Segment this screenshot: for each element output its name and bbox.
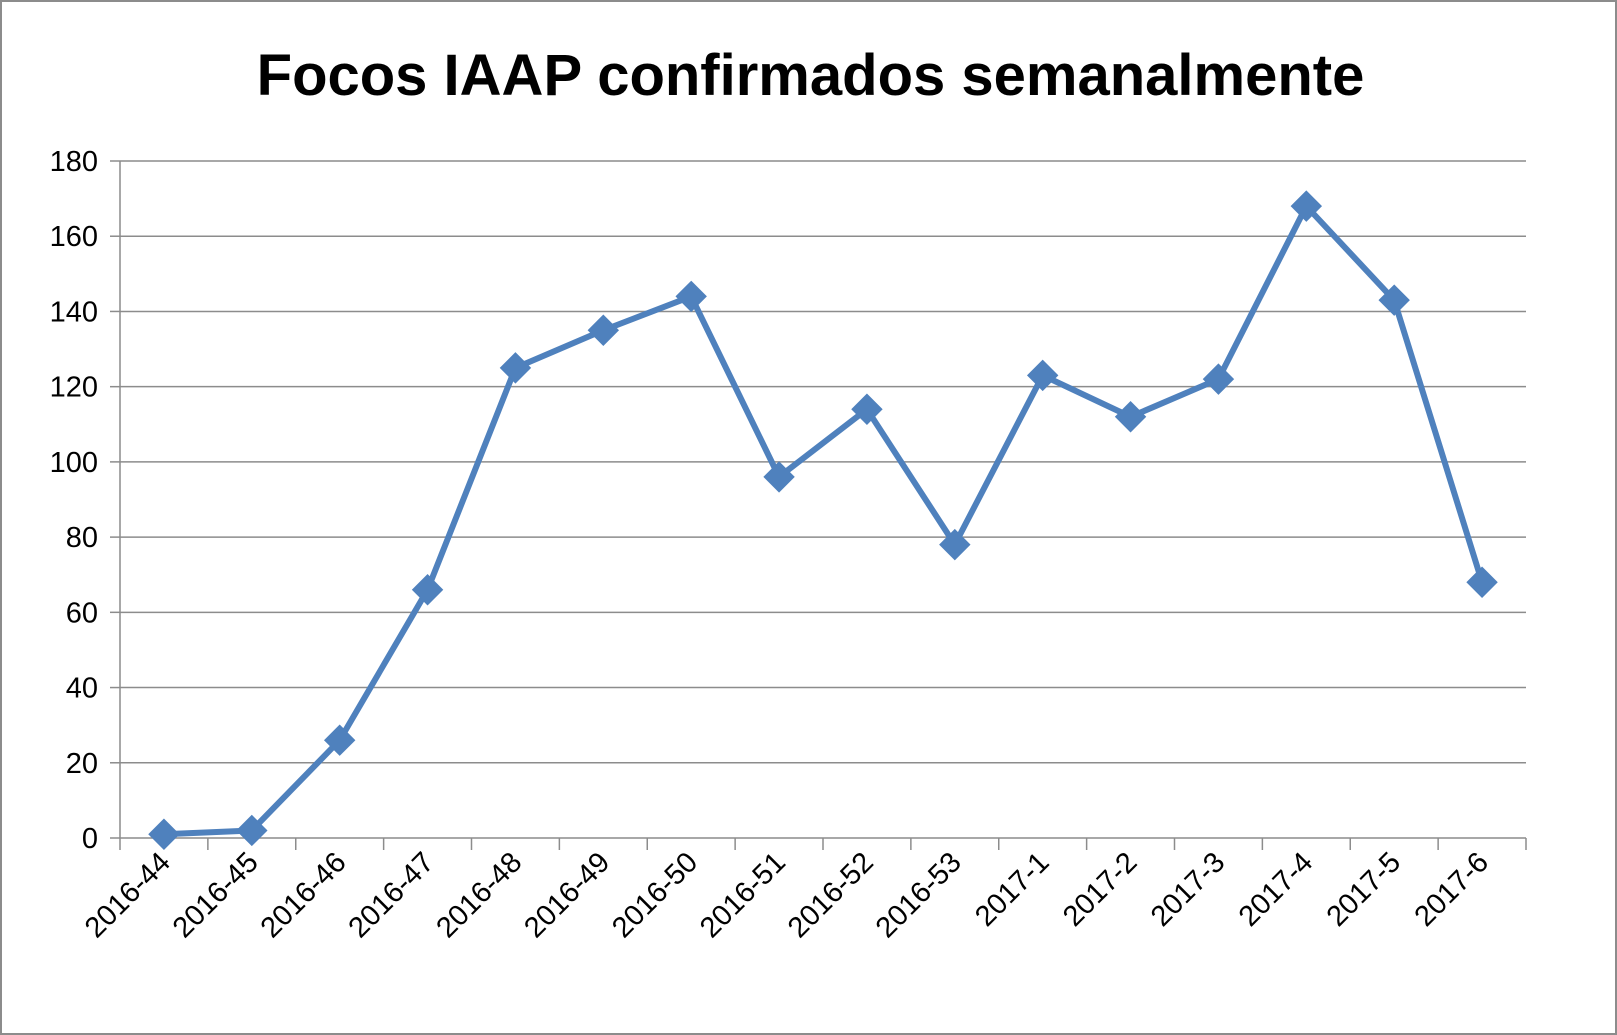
data-point-marker xyxy=(1202,363,1235,395)
gridlines xyxy=(120,160,1526,764)
x-tick-label: 2016-48 xyxy=(430,846,528,944)
x-tick-label: 2016-47 xyxy=(343,846,441,944)
data-point-marker xyxy=(675,280,707,313)
y-tick-label: 100 xyxy=(50,447,98,479)
chart-title: Focos IAAP confirmados semanalmente xyxy=(256,43,1365,108)
x-tick-label: 2016-52 xyxy=(782,846,880,944)
axes xyxy=(110,160,1527,850)
y-tick-label: 60 xyxy=(66,597,98,629)
x-tick-label: 2016-49 xyxy=(518,846,616,944)
y-tick-label: 180 xyxy=(50,146,98,178)
x-tick-label: 2016-45 xyxy=(167,846,265,944)
y-tick-label: 40 xyxy=(66,673,98,705)
data-point-marker xyxy=(587,314,620,346)
data-point-marker xyxy=(1466,566,1498,598)
x-tick-label: 2016-46 xyxy=(255,846,353,944)
y-tick-labels: 0 20 40 60 80 100 120 140 160 180 xyxy=(50,146,98,855)
data-point-marker xyxy=(1026,359,1059,392)
x-tick-label: 2016-53 xyxy=(870,846,968,944)
data-point-marker xyxy=(1290,190,1323,222)
y-tick-label: 160 xyxy=(50,221,98,253)
data-point-marker xyxy=(1378,284,1410,316)
data-point-marker xyxy=(1114,401,1147,433)
x-tick-label: 2017-6 xyxy=(1409,846,1495,932)
x-tick-label: 2017-5 xyxy=(1321,846,1407,932)
series-line xyxy=(163,203,1485,838)
y-tick-label: 140 xyxy=(50,296,98,328)
data-point-marker xyxy=(939,528,971,561)
x-tick-label: 2017-2 xyxy=(1057,846,1143,932)
data-point-marker xyxy=(148,818,180,850)
y-tick-label: 20 xyxy=(66,748,98,780)
x-tick-label: 2016-51 xyxy=(694,846,792,944)
x-tick-labels: 2016-442016-452016-462016-472016-482016-… xyxy=(79,846,1495,944)
y-tick-label: 0 xyxy=(82,823,98,855)
x-tick-label: 2017-4 xyxy=(1233,846,1319,932)
data-point-marker xyxy=(323,724,356,756)
x-tick-label: 2016-44 xyxy=(79,846,177,944)
series xyxy=(148,190,1498,850)
y-tick-label: 120 xyxy=(50,372,98,404)
data-point-marker xyxy=(411,574,444,606)
x-tick-label: 2016-50 xyxy=(606,846,704,944)
x-tick-label: 2017-3 xyxy=(1145,846,1231,932)
data-point-marker xyxy=(499,352,532,384)
y-tick-label: 80 xyxy=(66,522,98,554)
data-point-marker xyxy=(236,814,268,847)
x-tick-label: 2017-1 xyxy=(969,846,1055,932)
data-point-marker xyxy=(763,461,795,493)
data-point-marker xyxy=(851,393,883,425)
